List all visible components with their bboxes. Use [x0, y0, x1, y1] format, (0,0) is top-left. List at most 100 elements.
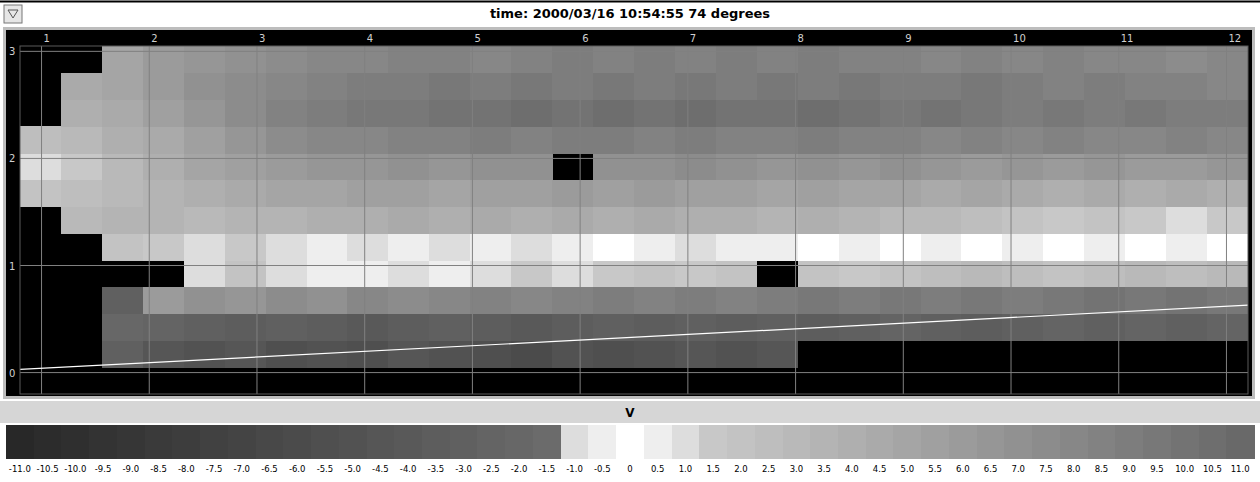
cell: [675, 340, 716, 367]
y-tick-label: 3: [9, 46, 15, 57]
cell: [1002, 207, 1043, 234]
cell: [675, 153, 716, 180]
colorbar-tick-label: 7.0: [1012, 464, 1026, 474]
grid-line-x: [256, 46, 257, 394]
cell: [307, 153, 348, 180]
cell: [961, 100, 1002, 127]
cell: [20, 153, 61, 180]
colorbar-tick-label: 9.5: [1150, 464, 1164, 474]
colorbar-swatch: [533, 425, 561, 459]
cell: [470, 73, 511, 100]
cell: [388, 153, 429, 180]
cell: [552, 340, 593, 367]
colorbar-swatch: [283, 425, 311, 459]
cell: [921, 314, 962, 341]
cell: [593, 180, 634, 207]
cell: [470, 100, 511, 127]
colorbar-tick-label: 1.0: [679, 464, 693, 474]
cell: [1207, 100, 1248, 127]
cell: [839, 207, 880, 234]
cell: [307, 314, 348, 341]
cell: [1125, 46, 1166, 73]
cell: [184, 126, 225, 153]
cell: [961, 180, 1002, 207]
cell: [1084, 153, 1125, 180]
colorbar-swatch: [949, 425, 977, 459]
grid-line-x: [364, 46, 365, 394]
colorbar-swatch: [699, 425, 727, 459]
cell: [225, 287, 266, 314]
cell: [388, 340, 429, 367]
cell: [266, 126, 307, 153]
cell: [1084, 260, 1125, 287]
cell: [429, 153, 470, 180]
cell: [1166, 260, 1207, 287]
cell: [1002, 180, 1043, 207]
x-tick-label: 12: [1228, 33, 1241, 44]
cell: [593, 100, 634, 127]
cell: [552, 287, 593, 314]
cell: [634, 233, 675, 260]
cell: [1125, 233, 1166, 260]
cell: [184, 73, 225, 100]
colorbar-swatch: [89, 425, 117, 459]
cell: [225, 126, 266, 153]
cell: [839, 153, 880, 180]
x-tick-label: 6: [582, 33, 588, 44]
cell: [593, 314, 634, 341]
cell: [266, 287, 307, 314]
grid-line-x: [1118, 46, 1119, 394]
colorbar-tick-label: 6.5: [984, 464, 998, 474]
cell: [593, 207, 634, 234]
cell: [1084, 207, 1125, 234]
cell: [266, 73, 307, 100]
cell: [1002, 260, 1043, 287]
cell: [225, 340, 266, 367]
cell: [347, 180, 388, 207]
cell: [184, 314, 225, 341]
cell: [716, 73, 757, 100]
cell: [961, 207, 1002, 234]
cell: [1002, 233, 1043, 260]
x-tick-label: 1: [44, 33, 50, 44]
grid-line-x: [1226, 46, 1227, 394]
cell: [634, 46, 675, 73]
cell: [347, 340, 388, 367]
colorbar-tick-label: -9.0: [123, 464, 140, 474]
cell: [716, 153, 757, 180]
cell: [1207, 233, 1248, 260]
colorbar-swatch: [1032, 425, 1060, 459]
colorbar-tick-label: 8.5: [1095, 464, 1109, 474]
cell: [102, 73, 143, 100]
cell: [716, 287, 757, 314]
x-tick-label: 10: [1013, 33, 1026, 44]
cell: [921, 126, 962, 153]
cell: [593, 46, 634, 73]
cell: [921, 180, 962, 207]
cell: [1207, 207, 1248, 234]
cell: [1166, 233, 1207, 260]
cell: [1084, 126, 1125, 153]
cell: [61, 126, 102, 153]
cell: [429, 126, 470, 153]
x-tick-label: 2: [151, 33, 157, 44]
cell: [511, 207, 552, 234]
cell: [225, 314, 266, 341]
cell: [552, 73, 593, 100]
grid-line-y: [20, 158, 1248, 159]
colorbar-swatch: [450, 425, 478, 459]
cell: [839, 126, 880, 153]
colorbar-tick-label: 11.0: [1231, 464, 1250, 474]
cell: [184, 100, 225, 127]
cell: [388, 233, 429, 260]
colorbar-swatch: [311, 425, 339, 459]
menu-button-icon: [8, 10, 18, 18]
cell: [347, 126, 388, 153]
menu-button[interactable]: [4, 5, 22, 23]
colorbar-swatch: [1088, 425, 1116, 459]
cell: [880, 233, 921, 260]
x-tick-label: 11: [1121, 33, 1134, 44]
cell: [675, 126, 716, 153]
cell: [511, 46, 552, 73]
cell: [757, 340, 798, 367]
